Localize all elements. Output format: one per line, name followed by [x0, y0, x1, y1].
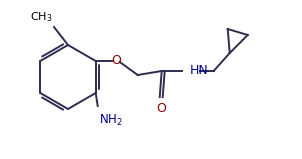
Text: HN: HN	[190, 65, 208, 77]
Text: CH$_3$: CH$_3$	[30, 10, 52, 24]
Text: O: O	[111, 55, 121, 68]
Text: O: O	[156, 102, 166, 115]
Text: NH$_2$: NH$_2$	[99, 113, 123, 128]
